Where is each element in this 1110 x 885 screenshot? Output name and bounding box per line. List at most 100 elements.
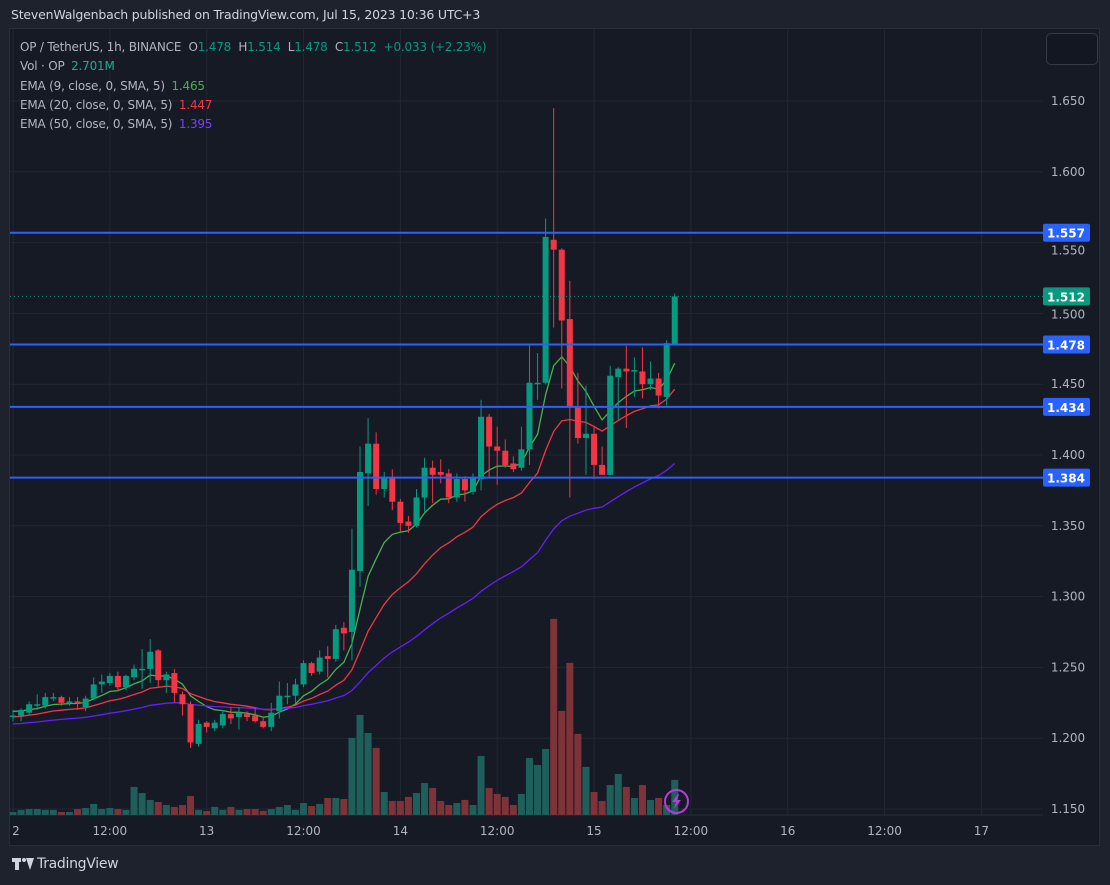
volume-bar [396,800,404,815]
candle-body [235,712,242,717]
volume-bar [558,710,566,815]
time-tick-label: 12:00 [93,824,128,838]
volume-bar [340,799,348,815]
price-tick-label: 1.650 [1051,94,1085,108]
time-axis: 2 12:00 13 12:00 14 12:00 15 12:00 16 12:00 17 [12,824,989,838]
volume-bar [82,807,90,815]
low-label: L [287,40,295,54]
candle-body [623,368,630,372]
candle-body [106,675,113,683]
candle [171,668,178,703]
candle [518,426,525,471]
candle-body [631,370,638,372]
legend-volume-row[interactable]: Vol · OP 2.701M [20,57,486,76]
price-tick-label: 1.300 [1051,590,1085,604]
volume-bar [25,809,33,815]
level-price-tag [1043,223,1090,242]
high-value: 1.514 [247,40,281,54]
candle [74,697,81,710]
price-tick-label: 1.600 [1051,165,1085,179]
candle-body [74,701,81,703]
volume-bar [413,793,420,815]
volume-bar [138,793,146,815]
candle [66,697,73,706]
candle [292,678,299,703]
candle [365,418,372,506]
candle-body [510,463,517,470]
candle [340,622,347,651]
candle [42,692,49,709]
candle-body [639,371,646,385]
volume-bar [33,809,41,815]
volume-bar [437,800,445,815]
candle-body [663,343,670,397]
candle [373,432,380,495]
candle [348,528,355,661]
candle-body [469,477,476,492]
price-tick-label: 1.450 [1051,377,1085,391]
candle-body [655,378,662,396]
candle [131,664,138,681]
candle [478,399,485,491]
price-tick-label: 1.200 [1051,731,1085,745]
legend-ema20-row[interactable]: EMA (20, close, 0, SMA, 5) 1.447 [20,96,486,115]
candle [510,456,517,472]
candle [316,650,323,675]
horizontal-levels: 1.557 1.478 1.434 1.384 1.512 [10,223,1090,487]
candle-body [268,712,275,727]
ema50-label: EMA (50, close, 0, SMA, 5) [20,117,173,132]
candle-body [114,675,121,688]
tradingview-brand: TradingView [37,856,119,872]
candle [599,446,606,475]
volume-bar [453,803,461,815]
price-tick-label: 1.550 [1051,244,1085,258]
volume-bar [291,809,299,815]
candle-body [413,497,420,526]
candle-body [179,694,186,705]
volume-bar [477,755,485,815]
volume-bar [655,797,663,815]
candle-body [437,471,444,475]
time-tick-label: 16 [780,824,795,838]
volume-bar [622,786,630,815]
volume-bar [348,737,356,815]
volume-bar [582,766,590,815]
candle-body [357,471,364,572]
candle [106,673,113,686]
candle [615,367,622,420]
time-tick-label: 2 [12,824,20,838]
candle-body [365,443,372,474]
time-tick-label: 12:00 [286,824,321,838]
legend-symbol[interactable]: OP / TetherUS, 1h, BINANCE [20,40,182,54]
price-axis-settings-box[interactable] [1046,33,1098,65]
candle-body [397,501,404,523]
candle [469,473,476,495]
candle [534,353,541,400]
volume-bar [10,812,17,815]
candle [566,280,573,498]
candle [655,372,662,409]
candle-body [445,473,452,498]
legend-ema9-row[interactable]: EMA (9, close, 0, SMA, 5) 1.465 [20,77,486,96]
candle [227,707,234,725]
volume-bar [227,806,235,815]
legend-ema50-row[interactable]: EMA (50, close, 0, SMA, 5) 1.395 [20,115,486,134]
candle-body [574,406,581,439]
volume-bar [146,799,154,815]
candle-body [98,681,105,685]
time-tick-label: 17 [974,824,989,838]
candle [284,682,291,705]
volume-bar [534,764,542,815]
ema-50-line [12,463,676,725]
volume-bar [122,809,130,815]
candle-body [542,236,549,383]
candle [324,646,331,678]
volume-bar [590,791,598,815]
volume-bar [380,791,388,815]
candle [26,701,33,716]
lightning-icon[interactable] [664,789,689,814]
level-price-label: 1.478 [1047,339,1085,353]
time-tick-label: 15 [586,824,601,838]
candle-body [260,721,267,727]
